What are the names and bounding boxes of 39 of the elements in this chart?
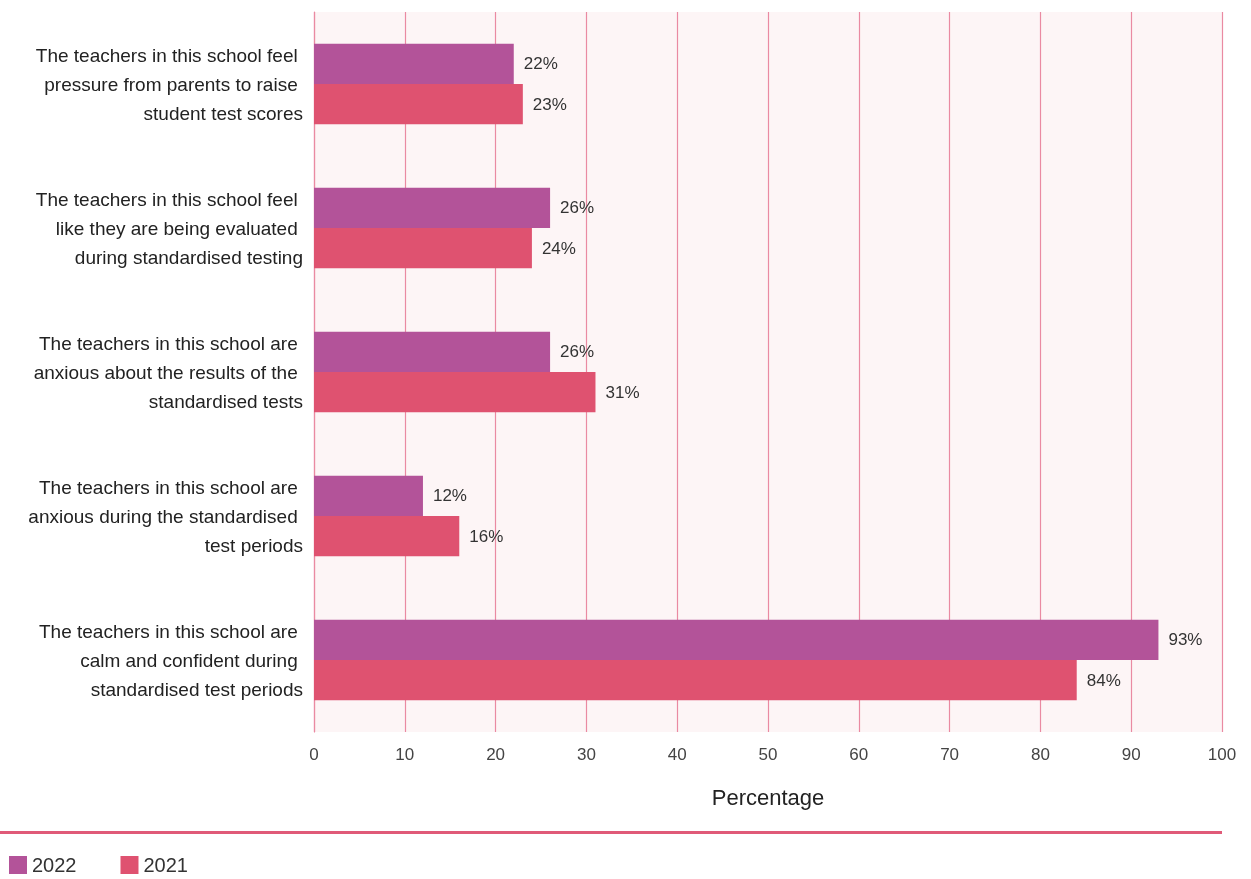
data-label: 24% (541, 238, 576, 258)
x-tick-label: 100 (1207, 745, 1237, 764)
bar (314, 475, 423, 516)
legend-label: 2021 (143, 854, 188, 876)
bar (314, 619, 1159, 660)
bar (314, 331, 551, 372)
data-label: 12% (432, 486, 467, 506)
y-tick-label: The teachers in this school are calm and confident during standardised test periods (38, 620, 303, 700)
x-axis-title: Percentage (711, 784, 825, 810)
x-tick-label: 30 (576, 745, 596, 764)
data-label: 26% (560, 198, 595, 218)
data-label: 22% (523, 54, 558, 74)
data-label: 31% (605, 382, 640, 402)
bar (314, 187, 551, 228)
bar (314, 660, 1077, 701)
data-label: 93% (1168, 630, 1203, 650)
bar (314, 228, 532, 269)
x-tick-label: 10 (395, 745, 415, 764)
y-tick-label: The teachers in this school are anxious about the results of the standardised tests (33, 332, 303, 412)
data-label: 84% (1086, 670, 1121, 690)
x-tick-label: 0 (309, 745, 319, 764)
y-tick-label: The teachers in this school feel like they are being evaluated during standardised testing (35, 188, 303, 268)
x-tick-label: 70 (940, 745, 960, 764)
x-tick-label: 60 (849, 745, 869, 764)
x-tick-label: 50 (758, 745, 778, 764)
y-tick-label: The teachers in this school feel pressure from parents to raise student test scores (35, 44, 303, 124)
data-label: 26% (560, 342, 595, 362)
bar (314, 84, 523, 125)
bar (314, 516, 460, 557)
x-tick-label: 80 (1030, 745, 1050, 764)
data-label: 16% (469, 526, 504, 546)
x-tick-label: 90 (1121, 745, 1141, 764)
y-tick-label: The teachers in this school are anxious during the standardised test periods (28, 476, 303, 556)
x-tick-label: 20 (486, 745, 506, 764)
legend-label: 2022 (32, 854, 77, 876)
x-tick-label: 40 (667, 745, 687, 764)
bar (314, 43, 514, 84)
bar (314, 372, 596, 413)
data-label: 23% (532, 94, 567, 114)
